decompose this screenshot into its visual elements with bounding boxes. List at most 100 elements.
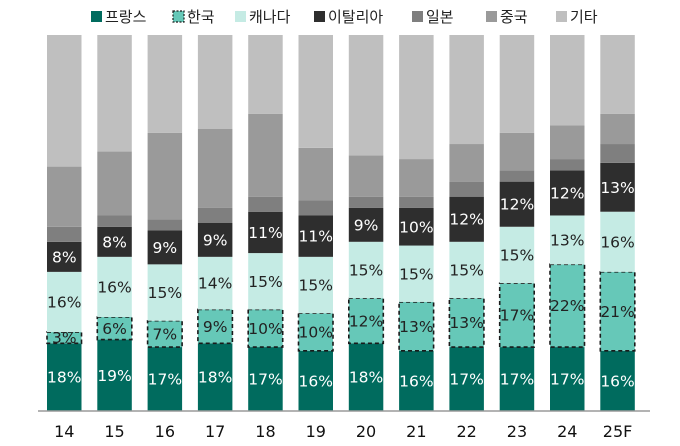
bar-segment xyxy=(197,308,234,345)
bar-segment xyxy=(197,129,233,208)
data-label: 15% xyxy=(248,273,282,291)
bar-segment xyxy=(550,159,585,171)
data-label: 7% xyxy=(153,325,178,343)
legend-swatch xyxy=(314,11,325,22)
bar-segment xyxy=(298,256,333,314)
bar-segment xyxy=(197,223,233,257)
x-tick-label: 24 xyxy=(557,422,577,441)
bar-segment xyxy=(97,226,132,257)
bar-segment xyxy=(348,35,384,156)
bar-segment xyxy=(550,170,585,216)
data-label: 10% xyxy=(248,320,282,338)
bar-segment xyxy=(347,297,385,345)
x-tick-label: 20 xyxy=(356,422,376,441)
x-tick-label: 14 xyxy=(54,422,74,441)
legend-label: 기타 xyxy=(570,8,598,26)
data-label: 16% xyxy=(600,233,634,251)
bar-segment xyxy=(298,35,333,148)
data-label: 18% xyxy=(198,369,232,387)
bar-segment xyxy=(248,35,283,114)
bar-segment xyxy=(550,347,585,411)
x-tick-label: 17 xyxy=(205,422,225,441)
bar-segment xyxy=(449,35,484,145)
data-label: 16% xyxy=(399,372,433,390)
bar-segment xyxy=(298,350,333,411)
legend-swatch xyxy=(235,11,246,22)
bar-segment xyxy=(97,151,132,216)
bar-segment xyxy=(147,264,183,321)
bar-segment xyxy=(448,297,485,348)
data-label: 17% xyxy=(500,371,534,389)
legend-swatch xyxy=(556,11,567,22)
data-label: 16% xyxy=(47,293,81,311)
bar-segment xyxy=(449,241,484,299)
data-label: 9% xyxy=(153,239,178,257)
legend-swatch xyxy=(91,11,102,22)
bar-segment xyxy=(550,215,585,265)
data-label: 6% xyxy=(102,320,127,338)
bar-segment xyxy=(499,170,535,182)
bar-segment xyxy=(197,207,233,223)
bar-segment xyxy=(248,347,283,411)
x-tick-label: 22 xyxy=(456,422,476,441)
bar-segment xyxy=(47,166,82,227)
data-label: 18% xyxy=(47,369,81,387)
bar-segment xyxy=(499,226,535,284)
data-label: 15% xyxy=(148,284,182,302)
data-label: 11% xyxy=(299,228,333,246)
data-label: 17% xyxy=(148,371,182,389)
data-label: 15% xyxy=(299,277,333,295)
data-label: 13% xyxy=(600,179,634,197)
data-label: 12% xyxy=(550,184,584,202)
data-label: 19% xyxy=(97,367,131,385)
legend-swatch xyxy=(486,11,497,22)
bar-segment xyxy=(600,144,635,163)
data-label: 13% xyxy=(550,231,584,249)
bar-segment xyxy=(449,181,484,197)
x-tick-label: 23 xyxy=(507,422,527,441)
data-label: 8% xyxy=(102,233,127,251)
data-label: 15% xyxy=(500,246,534,264)
bar-segment xyxy=(248,113,283,197)
data-label: 9% xyxy=(354,216,379,234)
bar-segment xyxy=(248,253,283,310)
bar-segment xyxy=(146,319,183,348)
bar-segment xyxy=(499,181,535,227)
data-label: 16% xyxy=(600,372,634,390)
data-label: 15% xyxy=(449,262,483,280)
bar-segment xyxy=(47,271,82,333)
legend-label: 캐나다 xyxy=(249,8,291,26)
data-label: 14% xyxy=(198,275,232,293)
bar-segment xyxy=(47,343,82,411)
bar-segment xyxy=(499,347,535,411)
bar-segment xyxy=(499,132,535,171)
bar-segment xyxy=(600,113,635,145)
data-label: 18% xyxy=(349,369,383,387)
bar-segment xyxy=(348,343,384,411)
x-axis-ticks: 14 15 16 17 18 19 20 21 22 23 24 25F xyxy=(54,422,632,441)
legend-label: 일본 xyxy=(426,8,454,26)
bar-segment xyxy=(348,196,384,208)
bar-segment xyxy=(399,207,434,246)
data-label: 12% xyxy=(449,211,483,229)
data-label: 21% xyxy=(600,303,634,321)
bar-segment xyxy=(550,35,585,126)
bar-segment xyxy=(399,350,434,411)
bar-segment xyxy=(147,219,183,231)
bar-segment xyxy=(197,343,233,411)
data-label: 15% xyxy=(399,265,433,283)
legend-swatch xyxy=(412,11,423,22)
legend: 프랑스 한국 캐나다 이탈리아 일본 중국 기타 xyxy=(91,8,598,26)
x-tick-label: 18 xyxy=(255,422,275,441)
bar-segment xyxy=(348,207,384,242)
bar-segment xyxy=(47,35,82,167)
bar-segment xyxy=(449,144,484,182)
bar-segment xyxy=(248,211,283,254)
bar-segment xyxy=(348,155,384,197)
data-label: 9% xyxy=(203,231,228,249)
bar-segment xyxy=(147,132,183,220)
bar-segment xyxy=(147,230,183,265)
data-label: 10% xyxy=(299,324,333,342)
bar-segment xyxy=(47,241,82,272)
